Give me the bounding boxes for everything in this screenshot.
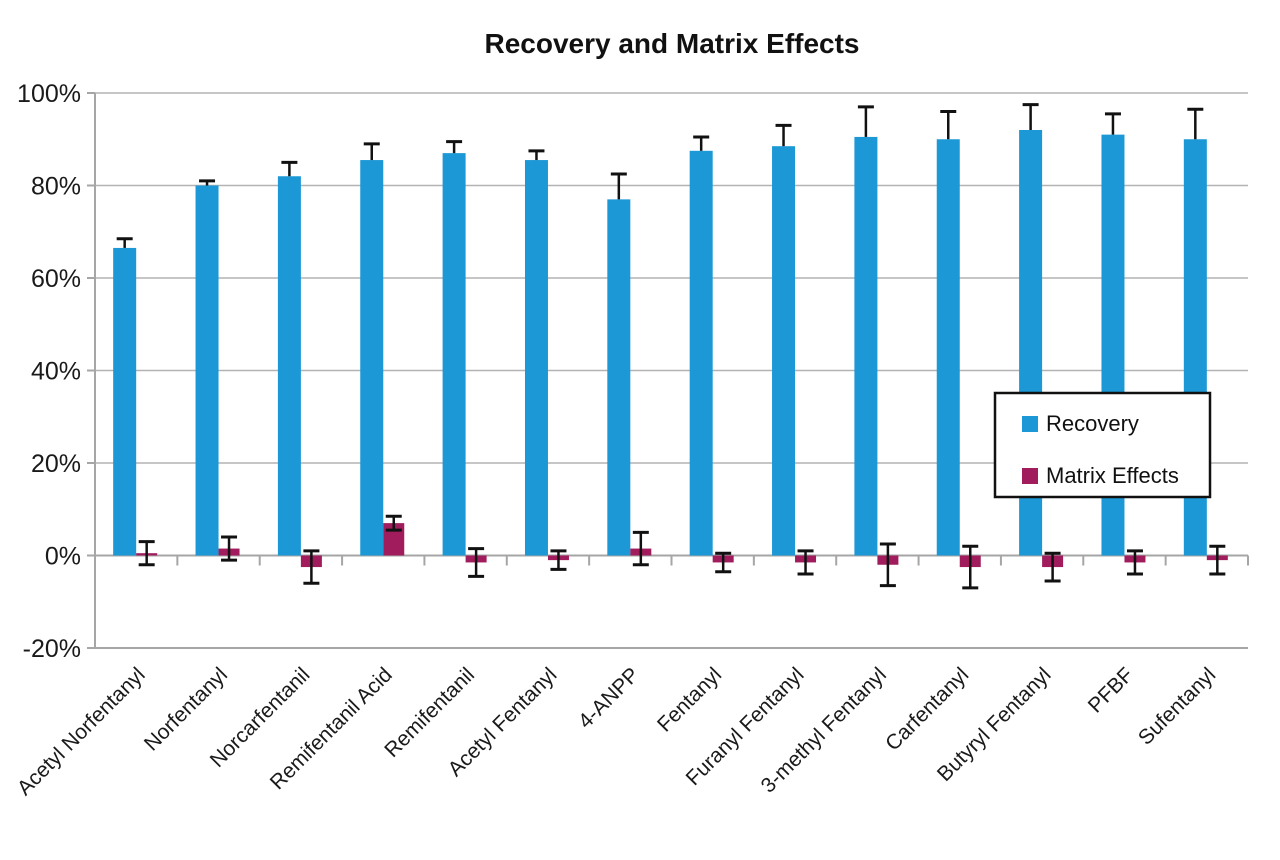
y-tick-label: 80% bbox=[31, 173, 81, 201]
legend-label-recovery: Recovery bbox=[1046, 411, 1139, 436]
x-tick-label: PFBF bbox=[1084, 663, 1138, 717]
y-tick-label: 20% bbox=[31, 450, 81, 478]
y-tick-label: 40% bbox=[31, 358, 81, 386]
x-tick-label: Carfentanyl bbox=[881, 663, 973, 755]
legend-swatch-recovery bbox=[1022, 416, 1038, 432]
x-tick-label: Acetyl Norfentanyl bbox=[13, 663, 150, 800]
recovery-bar bbox=[195, 185, 219, 556]
recovery-bar bbox=[689, 150, 713, 556]
x-tick-label: 4-ANPP bbox=[574, 663, 644, 733]
y-tick-label: 0% bbox=[45, 543, 81, 571]
recovery-bar bbox=[113, 247, 137, 556]
legend-swatch-matrix-effects bbox=[1022, 468, 1038, 484]
recovery-bar bbox=[360, 160, 384, 556]
recovery-bar bbox=[854, 136, 878, 556]
chart-title: Recovery and Matrix Effects bbox=[484, 28, 859, 59]
recovery-bar bbox=[524, 160, 548, 556]
recovery-bar bbox=[607, 199, 631, 556]
legend-box bbox=[993, 391, 1212, 499]
recovery-bar bbox=[772, 146, 796, 556]
x-tick-label: Fentanyl bbox=[653, 663, 726, 736]
x-tick-label: Norfentanyl bbox=[140, 663, 232, 755]
recovery-bar bbox=[936, 139, 960, 556]
y-tick-label: 60% bbox=[31, 265, 81, 293]
recovery-bar bbox=[277, 176, 301, 556]
legend: Recovery Matrix Effects bbox=[993, 391, 1212, 499]
legend-label-matrix-effects: Matrix Effects bbox=[1046, 463, 1179, 488]
y-tick-label: -20% bbox=[23, 635, 81, 663]
recovery-bar bbox=[442, 153, 466, 556]
y-tick-label: 100% bbox=[17, 80, 81, 108]
x-tick-label: Sufentanyl bbox=[1134, 663, 1220, 749]
